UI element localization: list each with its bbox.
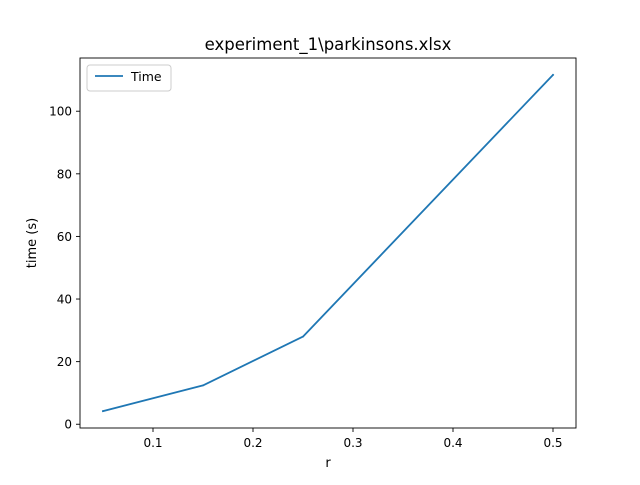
x-tick-label: 0.3 — [343, 436, 362, 450]
data-point — [302, 335, 304, 338]
legend-label-time: Time — [130, 69, 162, 84]
data-point — [102, 410, 104, 412]
legend: Time — [86, 64, 172, 92]
x-tick-label: 0.2 — [243, 436, 262, 450]
y-tick-label: 80 — [57, 167, 72, 181]
chart-title: experiment_1\parkinsons.xlsx — [205, 35, 452, 55]
series-layer — [101, 73, 555, 413]
x-axis-ticks: 0.1 0.2 0.3 0.4 0.5 — [143, 428, 563, 450]
x-tick-label: 0.4 — [443, 436, 462, 450]
legend-box — [86, 64, 172, 92]
y-tick-label: 0 — [64, 418, 72, 432]
y-tick-label: 60 — [57, 230, 72, 244]
x-axis-label: r — [325, 456, 331, 471]
y-tick-label: 40 — [57, 293, 72, 307]
y-tick-label: 100 — [49, 105, 72, 119]
data-point — [202, 384, 204, 387]
data-point — [552, 74, 554, 76]
plot-frame — [79, 57, 577, 429]
y-axis-label: time (s) — [25, 218, 40, 268]
y-tick-label: 20 — [57, 355, 72, 369]
y-axis-ticks: 0 20 40 60 80 100 — [49, 105, 80, 432]
x-tick-label: 0.5 — [543, 436, 562, 450]
x-tick-label: 0.1 — [143, 436, 162, 450]
series-line-time — [101, 73, 555, 413]
